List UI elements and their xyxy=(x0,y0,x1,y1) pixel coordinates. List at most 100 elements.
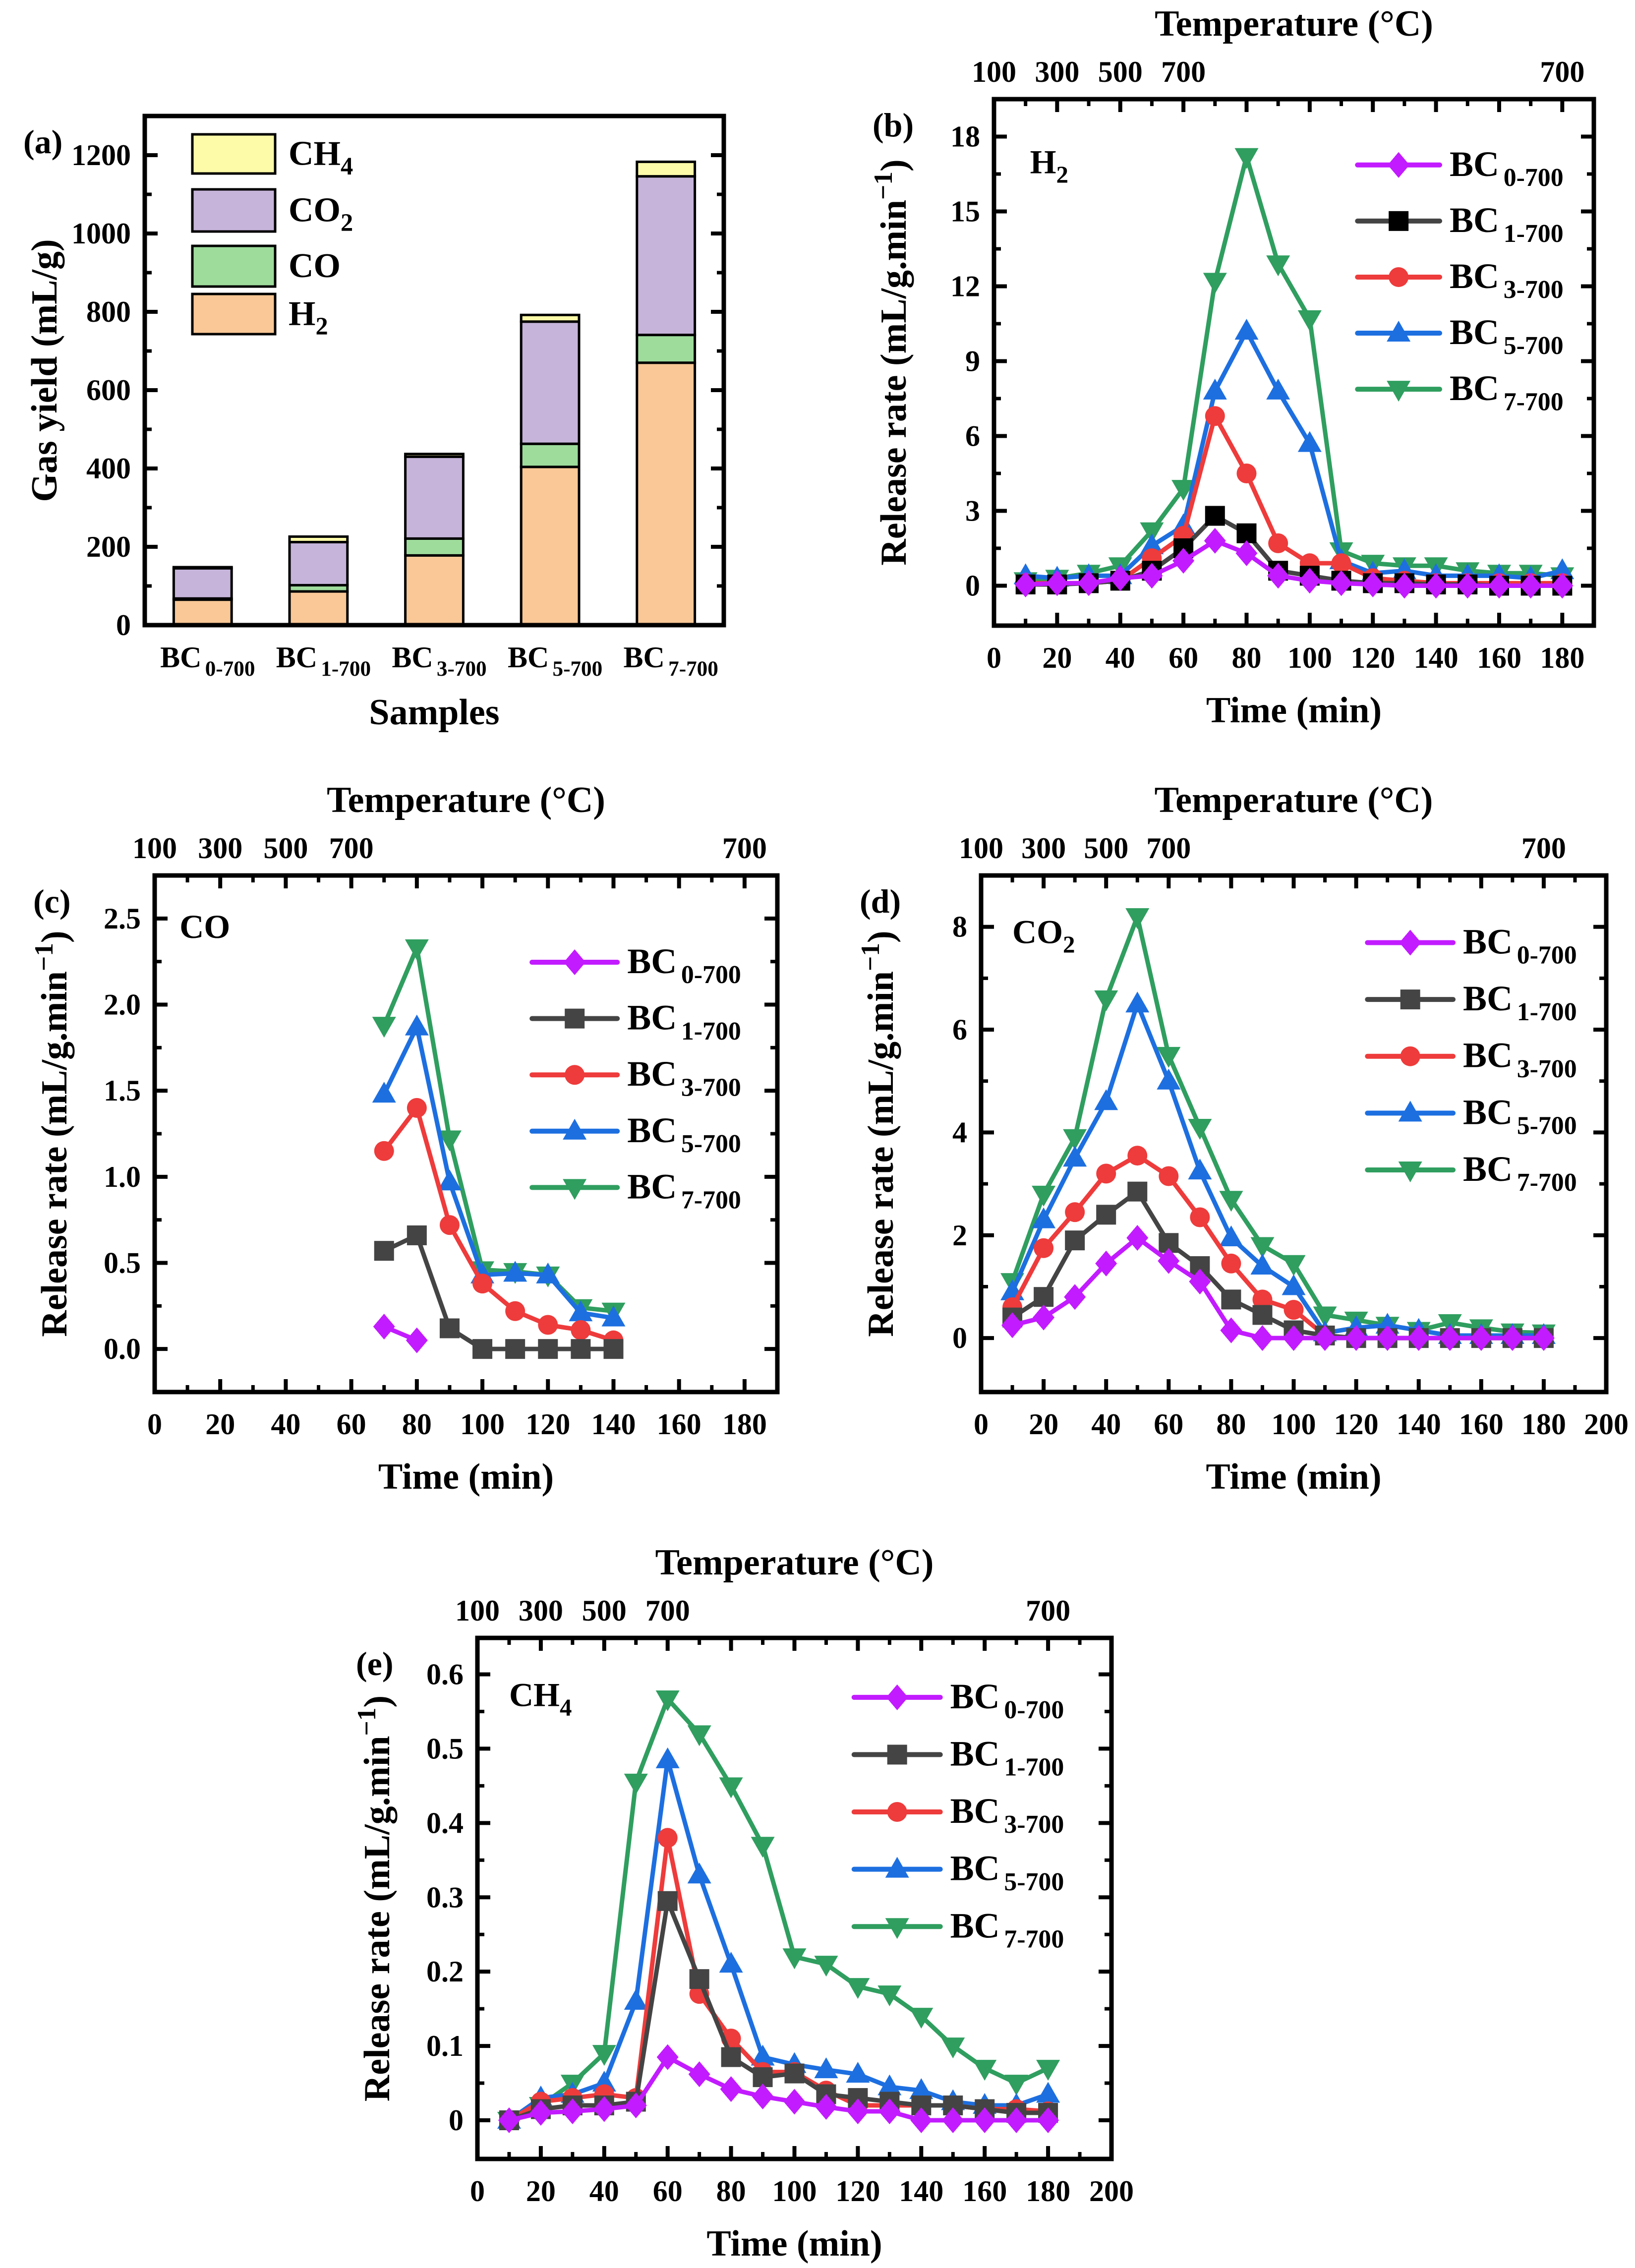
data-point-marker xyxy=(1284,1300,1304,1320)
x-tick-label: 160 xyxy=(1459,1408,1504,1441)
legend-label: BC 5-700 xyxy=(627,1110,741,1158)
legend-label-part: BC xyxy=(1463,1149,1513,1189)
data-point-marker xyxy=(1330,570,1352,596)
data-point-marker xyxy=(1190,1207,1210,1227)
data-point-marker xyxy=(536,1262,560,1283)
data-point-marker xyxy=(1157,1047,1181,1068)
x-tick-label: 60 xyxy=(337,1408,366,1441)
legend-marker xyxy=(886,1684,908,1710)
legend-label: BC 1-700 xyxy=(1463,979,1577,1026)
bar-segment xyxy=(404,453,465,458)
data-point-marker xyxy=(1036,2082,1060,2103)
data-point-marker xyxy=(973,2060,997,2081)
data-point-marker xyxy=(1236,523,1257,543)
x-tick-label-part: BC xyxy=(276,641,317,674)
y-axis-title-part: Release rate (mL/g.min xyxy=(874,200,914,566)
x-tick-label: 40 xyxy=(1106,641,1135,674)
data-point-marker xyxy=(688,2061,710,2088)
gas-label-part: CO xyxy=(1012,913,1063,951)
data-point-marker xyxy=(1188,1159,1212,1180)
x-axis-title: Time (min) xyxy=(1206,690,1382,731)
data-point-marker xyxy=(752,2084,774,2110)
x-tick-label: 100 xyxy=(1272,1408,1316,1441)
data-point-marker xyxy=(1205,506,1225,526)
gas-label-part: 2 xyxy=(1063,931,1075,958)
data-point-marker xyxy=(1283,1325,1305,1351)
data-point-marker xyxy=(1282,1274,1306,1295)
data-point-marker xyxy=(503,1261,527,1282)
legend-label-part: 0-700 xyxy=(1504,164,1564,192)
top-tick-label: 500 xyxy=(263,832,308,865)
data-point-marker xyxy=(1376,1325,1399,1351)
y-tick-label: 0.0 xyxy=(104,1333,141,1365)
data-point-marker xyxy=(1001,1312,1024,1338)
legend-label-part: 1-700 xyxy=(681,1017,741,1046)
x-tick-label-part: 0-700 xyxy=(205,657,255,681)
data-point-marker xyxy=(373,1314,395,1340)
y-tick-label: 200 xyxy=(86,530,131,563)
data-point-marker xyxy=(406,1327,428,1353)
legend-label: CO2 xyxy=(289,191,353,237)
y-tick-label: 3 xyxy=(965,494,980,527)
data-point-marker xyxy=(472,1274,493,1294)
data-point-marker xyxy=(1234,148,1259,169)
x-tick-label: 0 xyxy=(470,2175,485,2208)
data-point-marker xyxy=(1188,1119,1212,1140)
data-point-marker xyxy=(1157,1068,1181,1090)
data-point-marker xyxy=(1046,570,1068,596)
series-0-700 xyxy=(1014,527,1574,599)
x-tick-label: 40 xyxy=(1091,1408,1121,1441)
y-tick-label: 800 xyxy=(86,295,131,328)
data-point-marker xyxy=(1362,571,1384,597)
legend-label-part: CO xyxy=(289,247,341,285)
data-point-marker xyxy=(1004,2075,1029,2096)
data-point-marker xyxy=(1252,1305,1273,1325)
bar-segment xyxy=(404,537,465,557)
top-tick-label: 500 xyxy=(1098,56,1143,88)
data-point-marker xyxy=(909,2008,934,2029)
x-tick-label: 160 xyxy=(657,1408,701,1441)
data-point-marker xyxy=(1032,1185,1056,1207)
x-axis-title: Time (min) xyxy=(378,1456,554,1497)
legend-label-part: 5-700 xyxy=(681,1130,741,1158)
x-tick-label: 100 xyxy=(1287,641,1332,674)
data-point-marker xyxy=(472,1339,493,1359)
y-tick-label: 18 xyxy=(950,120,980,153)
legend-label-part: BC xyxy=(950,1791,1000,1831)
legend-marker xyxy=(1398,1101,1422,1122)
series-7-700 xyxy=(497,1690,1060,2133)
y-tick-label: 1200 xyxy=(71,139,131,172)
data-point-marker xyxy=(751,1837,775,1858)
series-line xyxy=(1025,413,1563,585)
data-point-marker xyxy=(529,2100,552,2126)
x-tick-label-part: 5-700 xyxy=(552,657,602,681)
legend-label-part: BC xyxy=(627,1166,677,1206)
data-point-marker xyxy=(372,1082,396,1103)
data-point-marker xyxy=(1189,1269,1211,1295)
y-tick-label: 0 xyxy=(449,2104,464,2137)
gas-label: CO xyxy=(179,908,230,945)
y-tick-label: 0 xyxy=(952,1322,967,1354)
data-point-marker xyxy=(1205,406,1225,426)
legend-label-part: BC xyxy=(1450,144,1499,184)
top-tick-label: 700 xyxy=(645,1594,690,1627)
legend-label-part: 3-700 xyxy=(1004,1810,1064,1839)
y-tick-label: 400 xyxy=(86,452,131,485)
y-axis-title-part: ) xyxy=(874,159,914,172)
legend-label-part: 7-700 xyxy=(681,1186,741,1215)
legend-swatch xyxy=(191,133,277,175)
data-point-marker xyxy=(655,1747,680,1768)
legend-label: BC 7-700 xyxy=(1450,368,1564,416)
data-point-marker xyxy=(1345,1325,1367,1351)
gas-label-part: 4 xyxy=(560,1694,572,1721)
top-axis-title: Temperature (°C) xyxy=(1155,3,1433,44)
legend-label: BC 0-700 xyxy=(1463,922,1577,969)
data-point-marker xyxy=(1425,573,1447,599)
data-point-marker xyxy=(1297,310,1322,331)
data-point-marker xyxy=(720,2076,742,2102)
x-tick-label: 80 xyxy=(402,1408,432,1441)
data-point-marker xyxy=(538,1315,558,1335)
panel-label: (e) xyxy=(356,1645,393,1683)
data-point-marker xyxy=(655,1690,680,1711)
